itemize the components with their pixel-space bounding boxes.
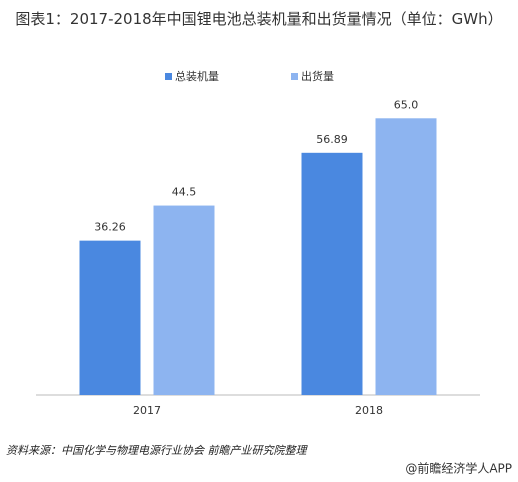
credit: @前瞻经济学人APP — [405, 461, 512, 476]
x-tick-label: 2018 — [355, 404, 383, 417]
source-note: 资料来源：中国化学与物理电源行业协会 前瞻产业研究院整理 — [6, 444, 308, 457]
value-label: 36.26 — [94, 221, 126, 234]
x-tick-label: 2017 — [133, 404, 161, 417]
value-label: 56.89 — [316, 133, 348, 146]
value-label: 44.5 — [172, 186, 197, 199]
value-label: 65.0 — [394, 98, 419, 111]
legend-label: 总装机量 — [175, 69, 219, 83]
bar — [375, 118, 437, 396]
chart-title: 图表1：2017-2018年中国锂电池总装机量和出货量情况（单位：GWh） — [15, 10, 503, 28]
legend-label: 出货量 — [301, 69, 334, 83]
bar — [153, 205, 215, 395]
bar — [79, 240, 141, 395]
bar — [301, 152, 363, 395]
legend-swatch — [165, 73, 172, 80]
legend-swatch — [291, 73, 298, 80]
